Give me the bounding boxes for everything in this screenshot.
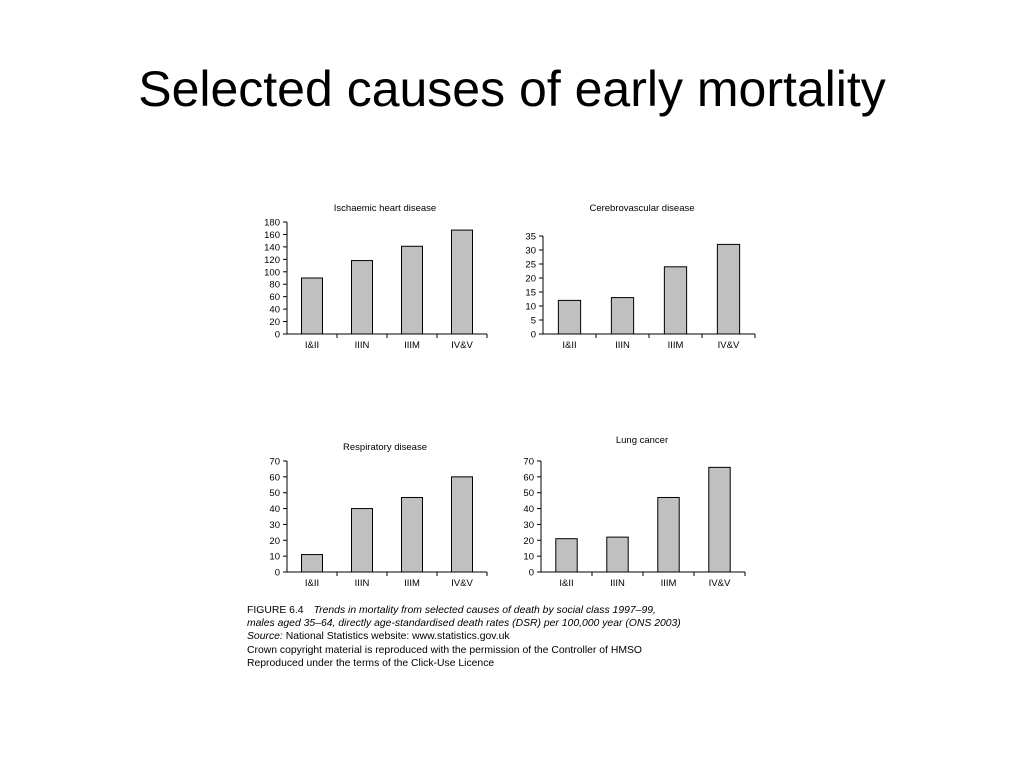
y-tick-label: 20 bbox=[525, 274, 536, 285]
x-category-label: IIIN bbox=[355, 340, 370, 351]
figure-caption: FIGURE 6.4 Trends in mortality from selec… bbox=[247, 604, 807, 670]
y-tick-label: 60 bbox=[269, 472, 280, 483]
y-tick-label: 50 bbox=[269, 488, 280, 499]
bar bbox=[610, 297, 635, 335]
x-category-label: I&II bbox=[562, 340, 576, 351]
bar bbox=[301, 554, 323, 573]
y-tick-label: 10 bbox=[269, 552, 280, 563]
y-tick-label: 160 bbox=[264, 230, 280, 241]
chart-title: Respiratory disease bbox=[343, 442, 427, 453]
y-tick-label: 20 bbox=[523, 536, 534, 547]
y-tick-label: 5 bbox=[531, 316, 536, 327]
y-tick-label: 120 bbox=[264, 255, 280, 266]
y-tick-label: 40 bbox=[269, 305, 280, 316]
x-category-label: IIIM bbox=[668, 340, 684, 351]
y-tick-label: 40 bbox=[269, 504, 280, 515]
y-tick-label: 60 bbox=[269, 292, 280, 303]
y-tick-label: 0 bbox=[529, 568, 534, 579]
x-category-label: IV&V bbox=[451, 340, 473, 351]
x-category-label: I&II bbox=[305, 340, 319, 351]
x-category-label: IV&V bbox=[451, 578, 473, 589]
y-tick-label: 20 bbox=[269, 317, 280, 328]
x-category-label: I&II bbox=[559, 578, 573, 589]
x-category-label: IIIM bbox=[404, 340, 420, 351]
bar bbox=[606, 536, 629, 573]
caption-description-1: Trends in mortality from selected causes… bbox=[313, 605, 656, 616]
x-category-label: IIIM bbox=[661, 578, 677, 589]
y-tick-label: 15 bbox=[525, 288, 536, 299]
bar bbox=[557, 299, 582, 335]
y-tick-label: 70 bbox=[269, 457, 280, 468]
y-tick-label: 25 bbox=[525, 260, 536, 271]
y-tick-label: 10 bbox=[525, 302, 536, 313]
y-tick-label: 70 bbox=[523, 457, 534, 468]
caption-description-2: males aged 35–64, directly age-standardi… bbox=[247, 618, 681, 630]
caption-line-2: males aged 35–64, directly age-standardi… bbox=[247, 617, 807, 630]
bar bbox=[401, 245, 423, 335]
bar bbox=[708, 466, 731, 573]
y-tick-label: 20 bbox=[269, 536, 280, 547]
y-tick-label: 60 bbox=[523, 472, 534, 483]
x-category-label: IV&V bbox=[709, 578, 731, 589]
bar bbox=[555, 538, 578, 573]
chart-title: Ischaemic heart disease bbox=[334, 203, 436, 214]
slide-title: Selected causes of early mortality bbox=[138, 61, 886, 117]
caption-copyright: Crown copyright material is reproduced w… bbox=[247, 644, 643, 656]
caption-line-3: Source: National Statistics website: www… bbox=[247, 630, 807, 643]
x-category-label: IIIN bbox=[615, 340, 630, 351]
bar bbox=[663, 266, 688, 335]
y-tick-label: 0 bbox=[531, 330, 536, 341]
y-tick-label: 30 bbox=[525, 246, 536, 257]
bar bbox=[451, 476, 473, 573]
y-tick-label: 35 bbox=[525, 232, 536, 243]
bar bbox=[716, 243, 741, 335]
x-category-label: IIIM bbox=[404, 578, 420, 589]
y-tick-label: 0 bbox=[275, 568, 280, 579]
y-tick-label: 0 bbox=[275, 330, 280, 341]
figure-label: FIGURE 6.4 bbox=[247, 605, 304, 616]
caption-line-1: FIGURE 6.4 Trends in mortality from selec… bbox=[247, 604, 807, 617]
bar bbox=[401, 496, 423, 573]
y-tick-label: 40 bbox=[523, 504, 534, 515]
x-category-label: IV&V bbox=[718, 340, 740, 351]
chart-title: Cerebrovascular disease bbox=[589, 203, 694, 214]
y-tick-label: 10 bbox=[523, 552, 534, 563]
caption-source-label: Source: bbox=[247, 631, 283, 643]
y-tick-label: 140 bbox=[264, 242, 280, 253]
x-category-label: IIIN bbox=[355, 578, 370, 589]
bar bbox=[351, 508, 373, 573]
x-category-label: I&II bbox=[305, 578, 319, 589]
y-tick-label: 30 bbox=[523, 520, 534, 531]
y-tick-label: 80 bbox=[269, 280, 280, 291]
bar bbox=[301, 277, 323, 335]
chart-title: Lung cancer bbox=[616, 435, 668, 446]
y-tick-label: 180 bbox=[264, 218, 280, 229]
y-tick-label: 50 bbox=[523, 488, 534, 499]
x-category-label: IIIN bbox=[610, 578, 625, 589]
bar bbox=[451, 229, 473, 335]
caption-source-text: National Statistics website: www.statist… bbox=[285, 631, 510, 643]
bar bbox=[351, 260, 373, 335]
caption-licence: Reproduced under the terms of the Click-… bbox=[247, 657, 495, 669]
bar bbox=[657, 496, 680, 573]
y-tick-label: 100 bbox=[264, 267, 280, 278]
y-tick-label: 30 bbox=[269, 520, 280, 531]
